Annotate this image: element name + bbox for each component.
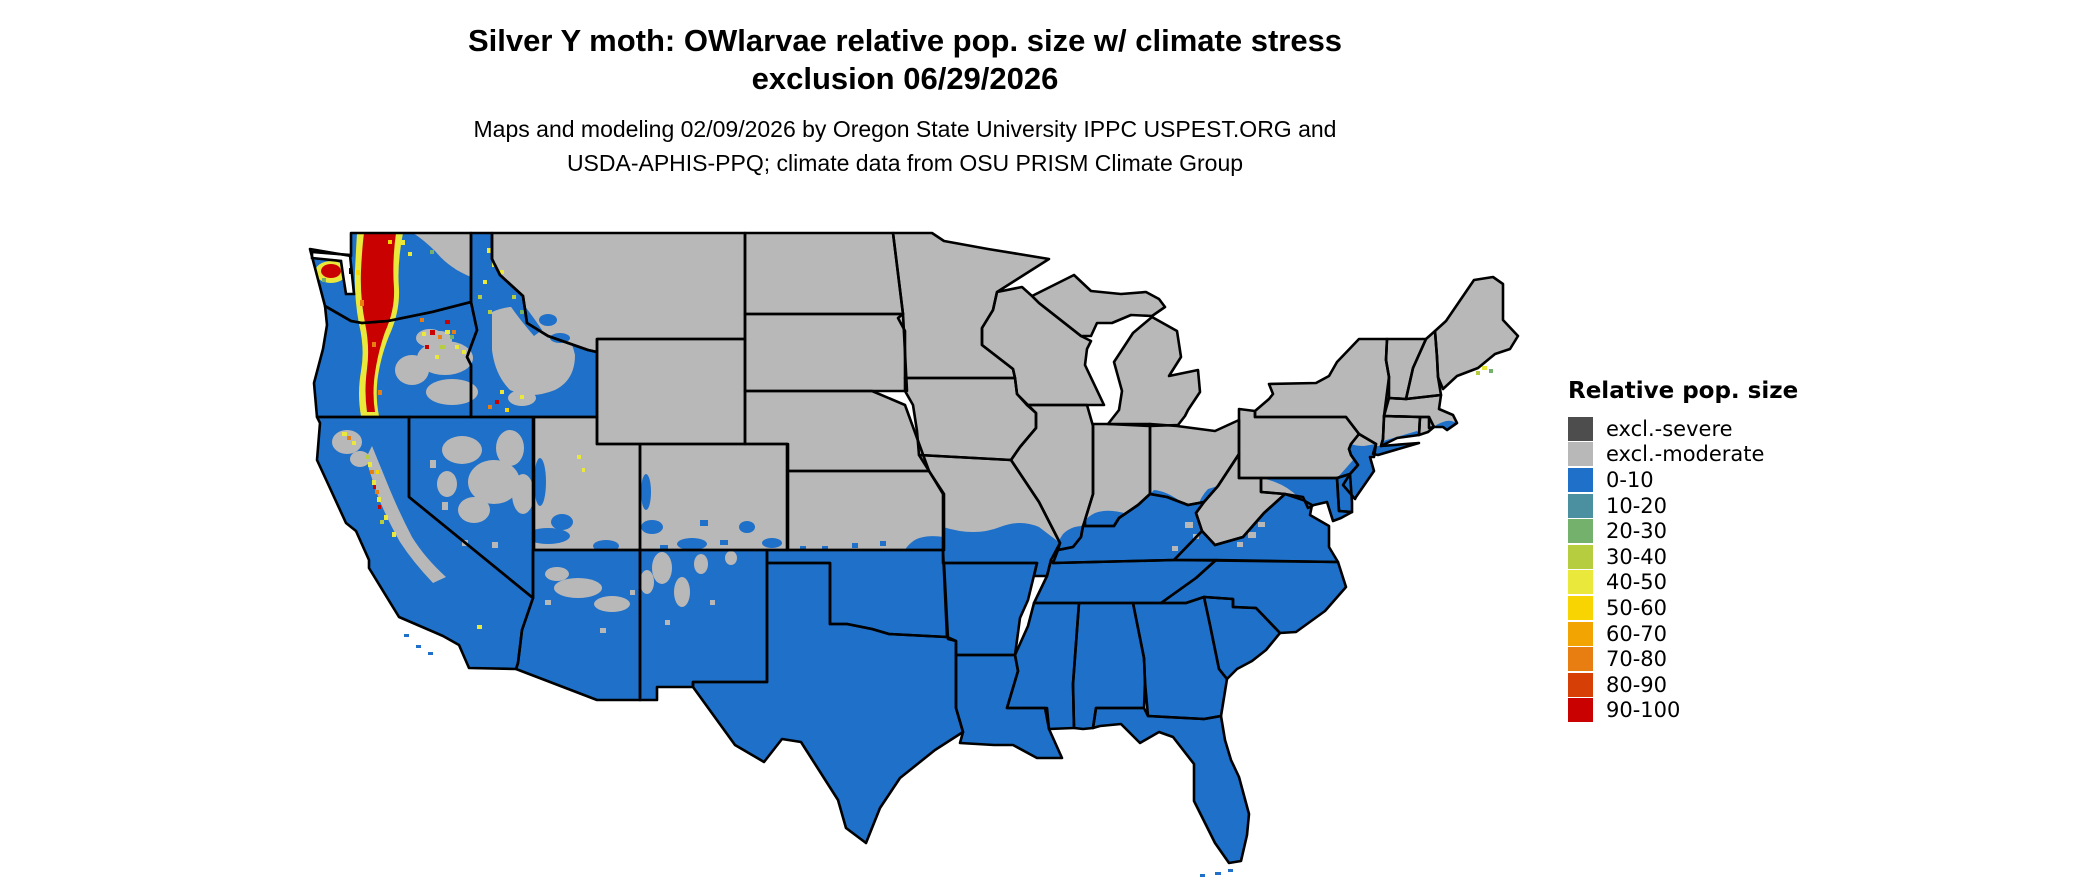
- legend-swatch: [1568, 442, 1593, 467]
- legend-label: excl.-severe: [1606, 416, 1733, 441]
- legend-item: excl.-moderate: [1568, 442, 1868, 468]
- legend-label: 80-90: [1606, 672, 1668, 697]
- legend-label: 70-80: [1606, 647, 1668, 672]
- map-title-line2: exclusion 06/29/2026: [751, 61, 1059, 96]
- legend-items: excl.-severe excl.-moderate 0-10 10-20 20-30…: [1568, 416, 1868, 723]
- map-title-line1: Silver Y moth: OWlarvae relative pop. si…: [467, 23, 1343, 58]
- legend-item: 70-80: [1568, 646, 1868, 672]
- legend-label: 90-100: [1606, 698, 1681, 723]
- legend-swatch: [1568, 698, 1593, 723]
- legend-swatch: [1568, 467, 1593, 492]
- legend-swatch: [1568, 416, 1593, 441]
- legend-item: 90-100: [1568, 698, 1868, 724]
- map-subtitle-line1: Maps and modeling 02/09/2026 by Oregon S…: [473, 116, 1337, 142]
- map-subtitle-line2: USDA-APHIS-PPQ; climate data from OSU PR…: [566, 150, 1244, 176]
- title-block: Silver Y moth: OWlarvae relative pop. si…: [300, 0, 1510, 180]
- legend-item: 20-30: [1568, 518, 1868, 544]
- legend-label: 30-40: [1606, 544, 1668, 569]
- category-specks: [322, 240, 1493, 629]
- legend: Relative pop. size excl.-severe excl.-mod…: [1568, 378, 1868, 723]
- legend-swatch: [1568, 647, 1593, 672]
- legend-label: excl.-moderate: [1606, 442, 1765, 467]
- legend-item: 80-90: [1568, 672, 1868, 698]
- legend-label: 60-70: [1606, 621, 1668, 646]
- legend-item: 50-60: [1568, 595, 1868, 621]
- legend-item: 10-20: [1568, 493, 1868, 519]
- legend-swatch: [1568, 544, 1593, 569]
- legend-swatch: [1568, 595, 1593, 620]
- puget-island: [349, 268, 352, 274]
- legend-item: 40-50: [1568, 570, 1868, 596]
- legend-item: 60-70: [1568, 621, 1868, 647]
- legend-label: 0-10: [1606, 467, 1654, 492]
- legend-swatch: [1568, 672, 1593, 697]
- legend-swatch: [1568, 519, 1593, 544]
- legend-swatch: [1568, 621, 1593, 646]
- legend-label: 40-50: [1606, 570, 1668, 595]
- legend-item: excl.-severe: [1568, 416, 1868, 442]
- legend-item: 0-10: [1568, 467, 1868, 493]
- legend-label: 50-60: [1606, 595, 1668, 620]
- puget-sound: [310, 250, 356, 296]
- legend-label: 10-20: [1606, 493, 1668, 518]
- legend-label: 20-30: [1606, 519, 1668, 544]
- legend-title: Relative pop. size: [1568, 378, 1799, 404]
- legend-item: 30-40: [1568, 544, 1868, 570]
- legend-swatch: [1568, 493, 1593, 518]
- legend-swatch: [1568, 570, 1593, 595]
